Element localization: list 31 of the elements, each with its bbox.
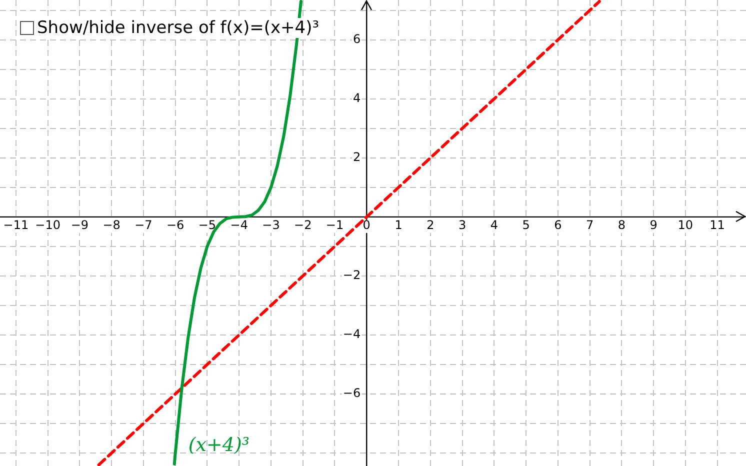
x-tick-label: 2	[426, 218, 434, 232]
y-tick-label: −2	[342, 268, 361, 282]
y-tick-label: 6	[352, 32, 361, 46]
x-tick-label: −4	[230, 218, 248, 232]
x-tick-label: 7	[586, 218, 594, 232]
x-tick-label: −10	[35, 218, 60, 232]
y-tick-label: 2	[352, 150, 361, 164]
y-tick-label: −4	[342, 327, 361, 342]
x-tick-label: 1	[394, 218, 402, 232]
x-tick-label: 10	[678, 218, 694, 232]
x-tick-label: 3	[458, 218, 466, 232]
annotation: Show/hide inverse of f(x)=(x+4)³	[37, 18, 320, 38]
x-tick-label: −9	[70, 218, 89, 232]
x-tick-label: −11	[3, 218, 29, 232]
y-tick-label: 4	[352, 90, 361, 105]
x-tick-label: −6	[166, 218, 184, 232]
x-tick-label: 11	[710, 218, 725, 232]
series-label: (x+4)³	[188, 434, 250, 456]
x-tick-label: −3	[262, 218, 280, 232]
x-tick-label: −8	[102, 218, 120, 232]
x-tick-label: 9	[650, 218, 658, 232]
x-tick-label: −2	[294, 218, 312, 232]
x-tick-label: 6	[554, 218, 562, 232]
x-tick-label: 5	[522, 218, 530, 232]
x-tick-label: 8	[618, 218, 626, 232]
x-tick-label: −5	[198, 218, 216, 232]
x-tick-label: 0	[362, 218, 370, 232]
y-tick-label: −6	[342, 386, 361, 400]
x-tick-label: −7	[134, 218, 152, 232]
x-tick-label: −1	[326, 218, 344, 232]
x-tick-label: 4	[490, 218, 498, 232]
